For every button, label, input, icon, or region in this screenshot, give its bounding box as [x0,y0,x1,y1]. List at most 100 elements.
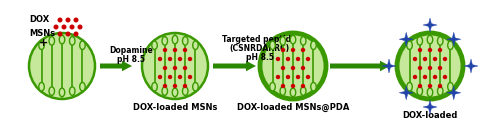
Circle shape [188,75,192,79]
Circle shape [281,48,285,52]
Circle shape [428,48,432,52]
Ellipse shape [192,83,198,91]
Circle shape [78,24,82,30]
Circle shape [301,48,305,52]
Circle shape [29,33,95,99]
Circle shape [183,48,187,52]
Polygon shape [423,100,437,114]
Ellipse shape [448,83,453,91]
Circle shape [173,84,177,88]
Ellipse shape [438,37,443,45]
Ellipse shape [39,41,44,49]
Ellipse shape [49,37,54,45]
Polygon shape [447,86,461,100]
Circle shape [281,66,285,70]
Ellipse shape [70,87,75,95]
Ellipse shape [192,41,198,49]
Ellipse shape [60,88,65,97]
Circle shape [418,66,422,70]
Ellipse shape [417,87,422,95]
Circle shape [66,31,70,37]
Circle shape [178,75,182,79]
Ellipse shape [280,87,285,95]
Circle shape [173,66,177,70]
Text: DOX-loaded MSNs: DOX-loaded MSNs [133,103,217,112]
Circle shape [397,33,463,99]
Ellipse shape [300,37,306,45]
Ellipse shape [60,35,65,44]
Circle shape [173,48,177,52]
Circle shape [54,24,59,30]
Text: DOX-loaded MSNs@PDA: DOX-loaded MSNs@PDA [237,103,349,112]
Circle shape [276,75,280,79]
Ellipse shape [39,83,44,91]
Circle shape [74,18,78,23]
Ellipse shape [49,87,54,95]
Text: Dopamine: Dopamine [109,46,153,55]
Circle shape [413,57,417,61]
Circle shape [260,33,326,99]
Circle shape [438,84,442,88]
Circle shape [158,57,162,61]
Circle shape [163,66,167,70]
Circle shape [188,57,192,61]
Circle shape [443,75,447,79]
Circle shape [291,48,295,52]
Circle shape [296,75,300,79]
Ellipse shape [270,83,276,91]
Circle shape [58,31,62,37]
Circle shape [428,84,432,88]
Circle shape [306,57,310,61]
Circle shape [168,75,172,79]
Ellipse shape [290,88,296,97]
Circle shape [306,75,310,79]
Circle shape [62,24,66,30]
Circle shape [163,48,167,52]
Ellipse shape [80,41,85,49]
Circle shape [183,84,187,88]
Ellipse shape [407,41,412,49]
Circle shape [183,66,187,70]
Circle shape [418,48,422,52]
Circle shape [296,57,300,61]
Polygon shape [399,86,413,100]
Text: MSNs: MSNs [29,29,55,38]
Ellipse shape [290,35,296,44]
Polygon shape [382,59,396,73]
Ellipse shape [152,41,158,49]
Polygon shape [464,59,478,73]
Text: (CSNRDARRC): (CSNRDARRC) [230,44,290,53]
Circle shape [142,33,208,99]
Circle shape [168,57,172,61]
Circle shape [286,75,290,79]
Circle shape [438,48,442,52]
Ellipse shape [80,83,85,91]
Circle shape [178,57,182,61]
Circle shape [281,84,285,88]
Ellipse shape [427,88,433,97]
Circle shape [443,57,447,61]
Ellipse shape [70,37,75,45]
Circle shape [291,66,295,70]
Polygon shape [447,32,461,46]
Ellipse shape [427,35,433,44]
Ellipse shape [300,87,306,95]
Ellipse shape [270,41,276,49]
Ellipse shape [448,41,453,49]
Circle shape [163,84,167,88]
Ellipse shape [310,41,316,49]
Circle shape [66,18,70,23]
Ellipse shape [407,83,412,91]
Ellipse shape [438,87,443,95]
Circle shape [291,84,295,88]
Circle shape [301,66,305,70]
Ellipse shape [182,37,188,45]
Circle shape [423,57,427,61]
Circle shape [301,84,305,88]
FancyArrow shape [213,61,256,71]
Circle shape [423,75,427,79]
Circle shape [58,18,62,23]
Circle shape [286,57,290,61]
Ellipse shape [162,87,168,95]
Text: pH 8.5: pH 8.5 [117,55,145,64]
